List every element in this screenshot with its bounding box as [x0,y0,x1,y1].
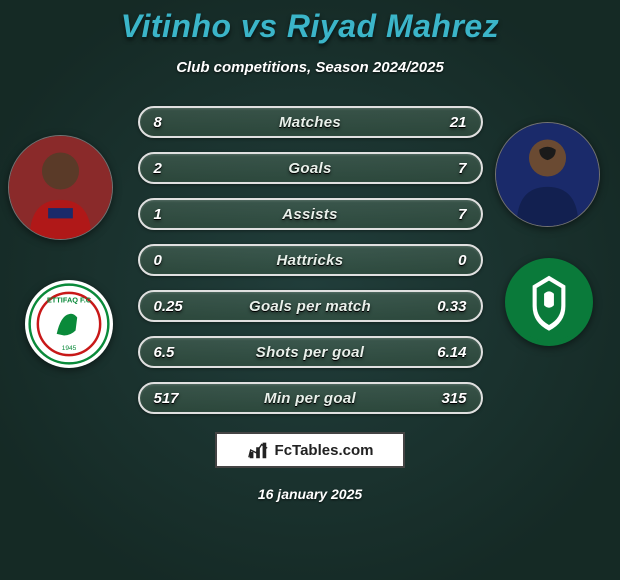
stat-right-value: 21 [427,114,467,131]
stat-row: 2 Goals 7 [138,152,483,184]
player-silhouette-icon [9,136,112,239]
stat-left-value: 1 [154,206,194,223]
player-right-avatar [495,122,600,227]
stat-left-value: 2 [154,160,194,177]
club-crest-icon [508,261,590,343]
player-silhouette-icon [496,123,599,226]
club-right-badge [505,258,593,346]
footer-date: 16 january 2025 [0,486,620,502]
bar-chart-icon [247,439,269,461]
stat-right-value: 0 [427,252,467,269]
stat-label: Hattricks [277,252,344,269]
stat-row: 8 Matches 21 [138,106,483,138]
svg-text:ETTIFAQ F.C: ETTIFAQ F.C [47,296,92,305]
stat-row: 1 Assists 7 [138,198,483,230]
stat-row: 6.5 Shots per goal 6.14 [138,336,483,368]
stat-label: Min per goal [264,390,356,407]
club-crest-icon: ETTIFAQ F.C 1945 [28,283,110,365]
site-badge-label: FcTables.com [275,442,374,459]
site-badge: FcTables.com [215,432,405,468]
stat-left-value: 8 [154,114,194,131]
club-left-badge: ETTIFAQ F.C 1945 [25,280,113,368]
stat-right-value: 0.33 [427,298,467,315]
stat-left-value: 0 [154,252,194,269]
subtitle: Club competitions, Season 2024/2025 [0,59,620,76]
stat-label: Assists [282,206,337,223]
stat-right-value: 6.14 [427,344,467,361]
stat-left-value: 0.25 [154,298,194,315]
stat-right-value: 315 [427,390,467,407]
player-left-avatar [8,135,113,240]
stat-label: Goals [288,160,331,177]
svg-text:1945: 1945 [62,345,77,352]
stat-right-value: 7 [427,206,467,223]
stat-row: 0.25 Goals per match 0.33 [138,290,483,322]
stat-label: Matches [279,114,341,131]
page-title: Vitinho vs Riyad Mahrez [0,0,620,45]
stat-label: Goals per match [249,298,371,315]
stat-label: Shots per goal [256,344,364,361]
stat-row: 517 Min per goal 315 [138,382,483,414]
stat-row: 0 Hattricks 0 [138,244,483,276]
stat-right-value: 7 [427,160,467,177]
stat-left-value: 6.5 [154,344,194,361]
stat-left-value: 517 [154,390,194,407]
